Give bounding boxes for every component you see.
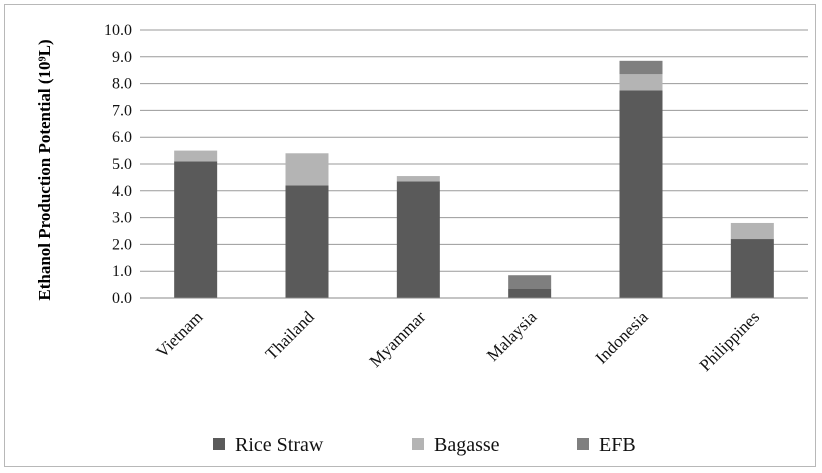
bar-bagasse-philippines [730, 222, 774, 240]
legend-swatch [412, 438, 424, 450]
y-tick-label: 0.0 [112, 290, 132, 307]
x-category-label: Malaysia [483, 307, 541, 365]
bar-rice-straw-vietnam [174, 161, 218, 298]
bar-efb-indonesia [619, 60, 663, 75]
y-axis-label: Ethanol Production Potential (10⁹L) [35, 39, 54, 300]
legend-label: Bagasse [434, 434, 500, 456]
bar-bagasse-thailand [285, 153, 329, 186]
bars [174, 60, 774, 298]
bar-rice-straw-philippines [730, 239, 774, 298]
gridlines [140, 29, 808, 272]
bar-efb-malaysia [508, 275, 552, 289]
y-tick-label: 8.0 [112, 76, 132, 93]
bar-rice-straw-myammar [396, 181, 440, 298]
y-tick-label: 3.0 [112, 210, 132, 227]
y-tick-label: 7.0 [112, 102, 132, 119]
y-tick-label: 10.0 [104, 22, 132, 39]
bar-rice-straw-malaysia [508, 288, 552, 298]
x-category-label: Myammar [366, 307, 430, 371]
y-tick-label: 9.0 [112, 49, 132, 66]
legend-swatch [577, 438, 589, 450]
legend: Rice Straw Bagasse EFB [213, 434, 636, 456]
bar-bagasse-myammar [396, 176, 440, 182]
y-tick-label: 1.0 [112, 263, 132, 280]
bar-bagasse-indonesia [619, 74, 663, 91]
legend-swatch [213, 438, 225, 450]
bar-rice-straw-thailand [285, 185, 329, 298]
y-axis-ticks: 0.0 1.0 2.0 3.0 4.0 5.0 6.0 7.0 8.0 9.0 10.0 [104, 22, 132, 307]
y-tick-label: 4.0 [112, 183, 132, 200]
x-category-label: Thailand [262, 307, 319, 364]
y-tick-label: 6.0 [112, 129, 132, 146]
x-category-label: Vietnam [152, 307, 206, 361]
legend-label: EFB [599, 434, 636, 456]
y-tick-label: 2.0 [112, 236, 132, 253]
bar-bagasse-vietnam [174, 150, 218, 162]
y-tick-label: 5.0 [112, 156, 132, 173]
x-category-label: Indonesia [592, 307, 652, 367]
x-category-label: Philippines [696, 307, 764, 375]
x-axis-categories: Vietnam Thailand Myammar Malaysia Indonesia P… [152, 307, 763, 375]
legend-label: Rice Straw [235, 434, 324, 456]
bar-rice-straw-indonesia [619, 90, 663, 298]
